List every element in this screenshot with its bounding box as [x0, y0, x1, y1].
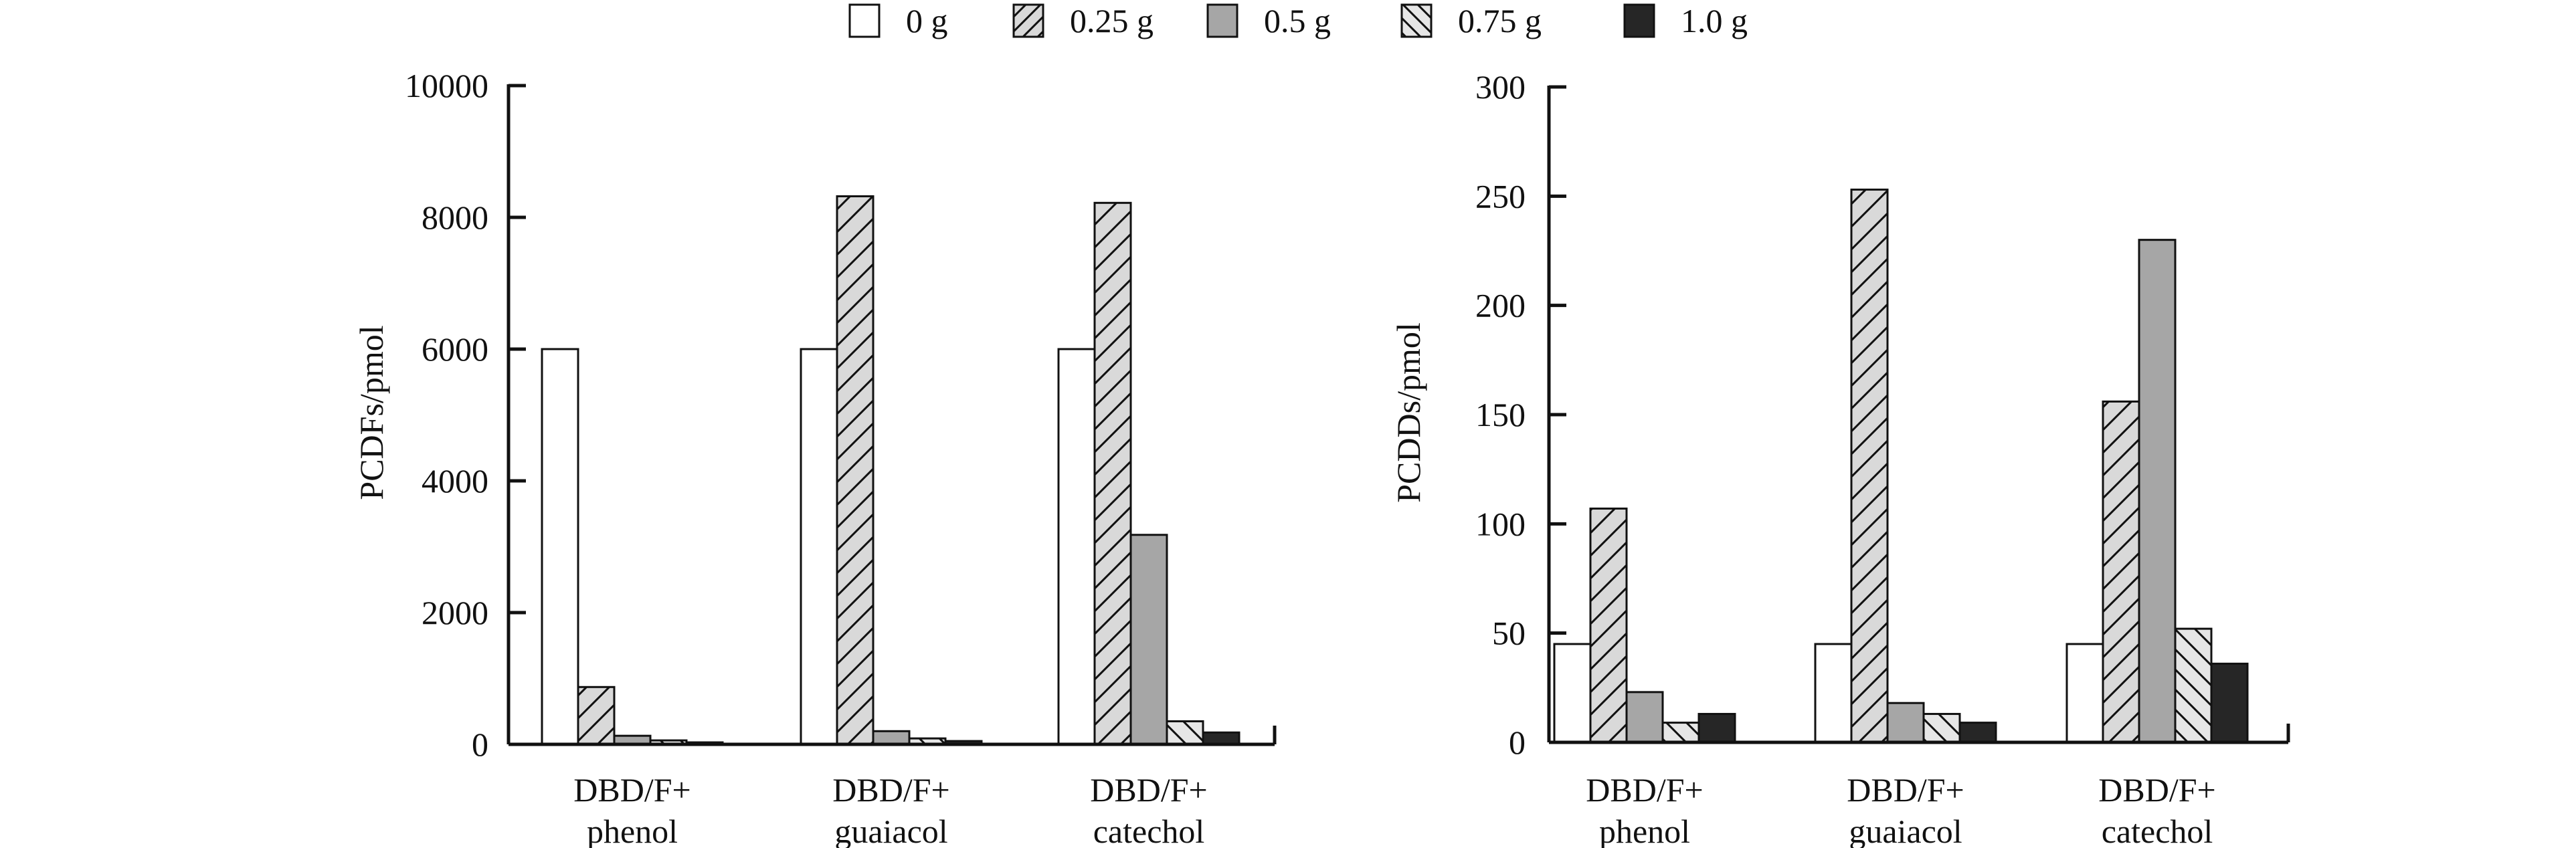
legend-label: 0.75 g: [1458, 2, 1542, 39]
legend-swatch: [1400, 3, 1433, 38]
category-label: DBD/F+: [1090, 771, 1207, 809]
bar: [836, 195, 875, 746]
category-label: catechol: [1093, 813, 1205, 848]
bar: [2174, 627, 2213, 744]
bar: [1093, 201, 1132, 746]
bar: [1661, 722, 1700, 744]
category-label: DBD/F+: [573, 771, 691, 809]
y-tick-label: 100: [1475, 505, 1526, 542]
chart-legend: 0 g 0.25 g 0.5 g 0.75 g 1.0 g: [848, 2, 1748, 39]
bar: [2210, 662, 2249, 744]
legend-label: 0 g: [906, 2, 948, 39]
bar: [2102, 400, 2140, 744]
bar: [1697, 713, 1736, 744]
y-tick-label: 50: [1492, 615, 1526, 652]
bar: [1922, 713, 1961, 744]
y-tick-label: 150: [1475, 396, 1526, 433]
y-tick-label: 2000: [422, 594, 488, 631]
legend-swatch: [848, 3, 881, 38]
y-tick-label: 250: [1475, 177, 1526, 215]
category-label: catechol: [2102, 813, 2213, 848]
legend-label: 0.5 g: [1264, 2, 1331, 39]
y-tick-label: 4000: [422, 462, 488, 500]
legend-swatch: [1623, 3, 1655, 38]
bar: [1057, 348, 1096, 746]
bar: [1886, 702, 1925, 744]
bar: [541, 348, 579, 746]
category-label: phenol: [1599, 813, 1690, 848]
y-tick-label: 300: [1475, 68, 1526, 106]
legend-label: 1.0 g: [1681, 2, 1748, 39]
bar: [1202, 731, 1240, 746]
y-tick-label: 0: [1509, 724, 1526, 761]
y-tick-label: 200: [1475, 287, 1526, 324]
y-tick-label: 10000: [405, 67, 488, 104]
legend-swatch: [1012, 3, 1044, 38]
pcdfs-bar-chart: PCDFs/pmol DBD/F+ phenol DBD/F+ guaiacol DBD…: [353, 67, 1277, 848]
category-label: DBD/F+: [2098, 771, 2215, 809]
category-label: DBD/F+: [1847, 771, 1964, 809]
y-tick-label: 8000: [422, 199, 488, 236]
bar: [1129, 534, 1168, 746]
bar: [2065, 643, 2104, 744]
bar: [1850, 189, 1889, 744]
bar: [1166, 720, 1204, 746]
bar: [1625, 691, 1664, 744]
bar: [800, 348, 838, 746]
legend-label: 0.25 g: [1070, 2, 1154, 39]
bar: [1958, 722, 1997, 744]
y-tick-label: 0: [472, 726, 488, 763]
bar: [1589, 507, 1628, 744]
bar: [2138, 239, 2177, 744]
category-label: phenol: [587, 813, 678, 848]
category-label: DBD/F+: [1586, 771, 1703, 809]
y-axis-title: PCDFs/pmol: [353, 325, 390, 500]
y-tick-label: 6000: [422, 330, 488, 368]
category-label: guaiacol: [834, 813, 947, 848]
bar: [577, 685, 616, 746]
bar: [1553, 643, 1592, 744]
bar: [872, 730, 911, 746]
pcdds-bar-chart: PCDDs/pmol DBD/F+ phenol DBD/F+ guaiacol DBD…: [1390, 68, 2290, 848]
legend-swatch: [1206, 3, 1238, 38]
category-label: guaiacol: [1849, 813, 1962, 848]
y-axis-title: PCDDs/pmol: [1390, 322, 1427, 503]
category-label: DBD/F+: [832, 771, 949, 809]
bar: [1814, 643, 1853, 744]
